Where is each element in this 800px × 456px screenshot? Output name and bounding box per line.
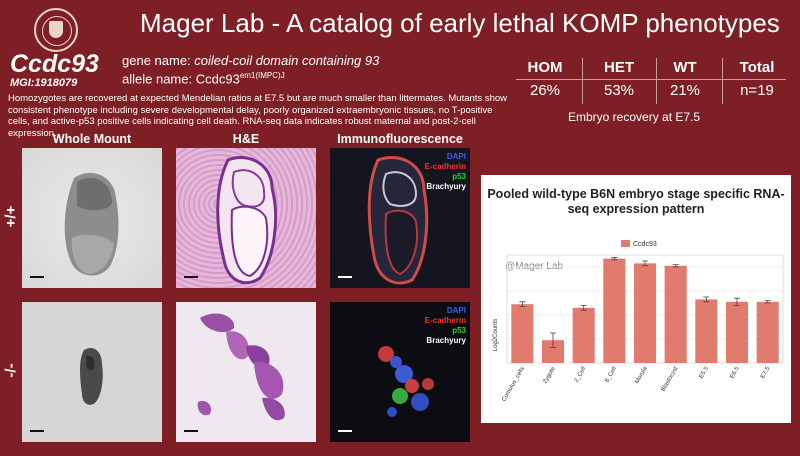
bar-8-cell	[603, 258, 626, 363]
legend-swatch	[621, 240, 630, 247]
if-label-brachyury: Brachyury	[426, 336, 466, 345]
embryo-recovery-stats: HOM 26% HET 53% WT 21% Total n=19 Embryo rec…	[510, 58, 792, 124]
bar-e6-5	[725, 301, 749, 363]
error-bar	[703, 296, 710, 303]
if-label-ecadherin: E-cadherin	[424, 316, 466, 325]
bar-zygote	[541, 340, 565, 363]
whole-mount-wildtype-image	[22, 148, 162, 288]
if-wildtype-svg	[367, 156, 429, 285]
stat-wt-value: 21%	[669, 82, 701, 99]
x-tick-label: Blastocyst	[661, 366, 680, 393]
rnaseq-bar-chart: Ccdc93 @Mager Lab Log2Counts Cumulus_cel…	[493, 240, 784, 403]
legend-label: Ccdc93	[633, 241, 657, 248]
if-label-p53: p53	[452, 326, 466, 335]
if-channel-legend: DAPI E-cadherin p53 Brachyury	[425, 152, 466, 192]
embryo-wildtype-svg	[64, 172, 119, 276]
if-label-dapi: DAPI	[446, 152, 466, 161]
scale-bar	[184, 276, 198, 278]
stat-divider	[582, 58, 583, 104]
immunofluorescence-wildtype-image: DAPI E-cadherin p53 Brachyury	[330, 148, 470, 288]
error-bar	[734, 297, 740, 306]
rnaseq-chart-panel: Pooled wild-type B6N embryo stage specif…	[481, 175, 791, 423]
column-header-whole-mount: Whole Mount	[52, 132, 132, 146]
bar-2-cell	[572, 307, 595, 363]
gene-name-line: gene name: coiled-coil domain containing…	[122, 53, 379, 68]
mgi-id: MGI:1918079	[10, 77, 78, 89]
gene-name-label: gene name:	[122, 53, 191, 68]
immunofluorescence-mutant-image: DAPI E-cadherin p53 Brachyury	[330, 302, 470, 442]
x-tick-label: 8_Cell	[604, 366, 618, 384]
he-mutant-svg	[197, 313, 285, 421]
stat-header-divider	[516, 79, 786, 80]
x-tick-label: Cumulus_cells	[501, 366, 526, 403]
bar-morula	[633, 263, 657, 363]
stat-het-label: HET	[604, 59, 634, 76]
he-wildtype-svg	[216, 156, 278, 284]
row-label-wildtype: +/+	[2, 205, 20, 228]
embryo-mutant-svg	[80, 347, 103, 405]
he-mutant-image	[176, 302, 316, 442]
bar-e7-5	[756, 301, 779, 363]
if-label-ecadherin: E-cadherin	[424, 162, 466, 171]
bar-blastocyst	[664, 265, 687, 363]
stat-total: Total n=19	[722, 58, 792, 101]
error-bar	[580, 305, 587, 311]
stat-het: HET 53%	[584, 58, 654, 101]
phenotype-description: Homozygotes are recovered at expected Me…	[8, 93, 507, 139]
if-label-dapi: DAPI	[446, 306, 466, 315]
stat-hom: HOM 26%	[510, 58, 580, 101]
stat-hom-value: 26%	[529, 82, 561, 99]
recovery-caption: Embryo recovery at E7.5	[568, 110, 701, 124]
scale-bar	[30, 276, 44, 278]
x-tick-label: E7.5	[760, 365, 772, 379]
x-tick-label: 2_Cell	[574, 366, 588, 384]
university-seal-logo	[34, 8, 78, 52]
stat-wt: WT 21%	[650, 58, 720, 101]
error-bar	[611, 257, 618, 261]
allele-name-label: allele name:	[122, 71, 193, 87]
stat-divider	[656, 58, 657, 104]
if-channel-legend: DAPI E-cadherin p53 Brachyury	[425, 306, 466, 346]
if-label-p53: p53	[452, 172, 466, 181]
error-bar	[764, 300, 771, 304]
allele-name-line: allele name: Ccdc93em1(IMPC)J	[122, 71, 285, 86]
allele-name-value: Ccdc93	[195, 71, 240, 87]
y-axis-label: Log2Counts	[493, 319, 499, 351]
x-tick-label: Zygote	[542, 365, 557, 384]
gene-name-value: coiled-coil domain containing 93	[194, 53, 380, 68]
he-wildtype-image	[176, 148, 316, 288]
page-title: Mager Lab - A catalog of early lethal KO…	[140, 8, 780, 38]
stat-divider	[722, 58, 723, 104]
if-mutant-svg	[378, 346, 434, 417]
x-tick-label: Morula	[634, 365, 649, 384]
whole-mount-mutant-image	[22, 302, 162, 442]
bar-e5-5	[695, 299, 718, 363]
chart-title: Pooled wild-type B6N embryo stage specif…	[487, 187, 785, 216]
stat-het-value: 53%	[603, 82, 635, 99]
gene-symbol: Ccdc93	[10, 50, 99, 78]
column-header-immunofluorescence: Immunofluorescence	[337, 132, 463, 146]
stat-total-value: n=19	[740, 82, 774, 99]
error-bar	[642, 260, 648, 267]
error-bar	[519, 301, 526, 307]
scale-bar	[30, 430, 44, 432]
column-header-he: H&E	[232, 132, 260, 146]
error-bar	[550, 332, 556, 348]
error-bar	[672, 264, 679, 268]
stat-wt-label: WT	[673, 59, 697, 76]
row-label-mutant: -/-	[2, 363, 20, 378]
scale-bar	[338, 276, 352, 278]
stat-total-label: Total	[739, 59, 775, 76]
x-tick-label: E6.5	[729, 365, 741, 379]
x-tick-label: E5.5	[699, 365, 711, 379]
allele-superscript: em1(IMPC)J	[239, 71, 285, 80]
stat-hom-label: HOM	[527, 59, 563, 76]
if-label-brachyury: Brachyury	[426, 182, 466, 191]
scale-bar	[184, 430, 198, 432]
scale-bar	[338, 430, 352, 432]
bar-cumulus-cells	[511, 304, 534, 363]
